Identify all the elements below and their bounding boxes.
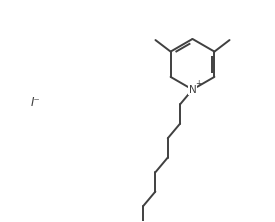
Text: N: N [189, 85, 196, 95]
Text: +: + [195, 79, 201, 88]
Text: I⁻: I⁻ [31, 96, 41, 109]
